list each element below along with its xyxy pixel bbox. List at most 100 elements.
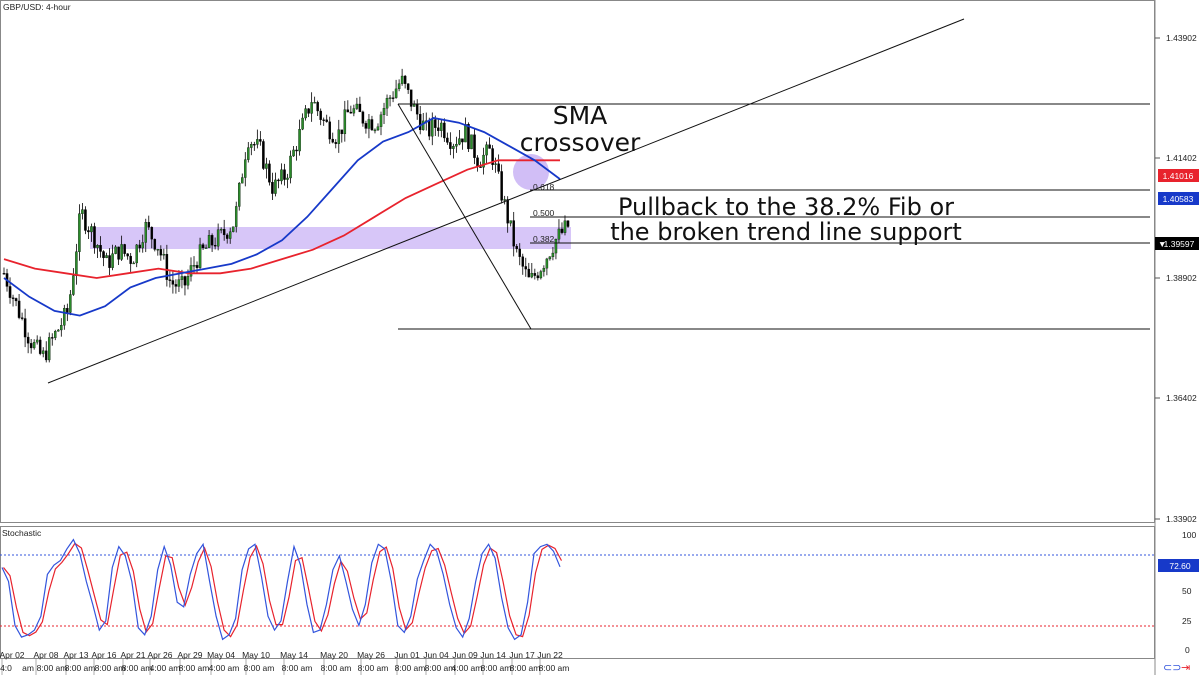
time-label: May 26 — [357, 650, 385, 660]
candle-up — [455, 144, 458, 147]
candle-up — [563, 220, 567, 233]
time-sub-label: 8:00 am — [358, 663, 389, 673]
candle-up — [440, 122, 443, 131]
time-sub-label: 8:00 am — [395, 663, 426, 673]
candle-up — [156, 249, 160, 251]
candle-down — [213, 245, 217, 247]
candle-up — [431, 119, 434, 137]
candle-up — [394, 88, 398, 98]
candle-up — [72, 275, 75, 295]
candle-up — [286, 177, 289, 180]
candle-down — [168, 279, 172, 281]
time-label: Jun 01 — [394, 650, 420, 660]
stoch-tick: 25 — [1182, 616, 1192, 626]
candle-down — [358, 103, 362, 113]
candle-up — [337, 129, 341, 144]
candle-down — [533, 273, 537, 276]
candle-down — [271, 182, 274, 194]
sma-crossover-highlight — [513, 154, 549, 190]
stochastic-lines — [1, 538, 563, 641]
annotation-sma-line1: SMA — [553, 101, 608, 130]
candle-down — [147, 222, 151, 228]
time-sub-label: 8:00 am — [481, 663, 512, 673]
candle-down — [515, 246, 518, 250]
stoch-axis: 100 75 50 25 0 72.60 — [1158, 530, 1199, 655]
time-sub-label: am — [22, 663, 34, 673]
time-sub-label: 8:00 am — [244, 663, 275, 673]
scroll-to-end-icon[interactable]: ⇥ — [1181, 662, 1190, 674]
time-label: Jun 09 — [452, 650, 478, 660]
candle-down — [253, 144, 256, 146]
candle-up — [289, 155, 292, 179]
time-label: May 20 — [320, 650, 348, 660]
sma-blue-badge-text: 1.40583 — [1163, 194, 1194, 204]
candle-up — [388, 97, 392, 99]
candle-down — [171, 280, 175, 285]
last-price-badge-text: 1.39597 — [1164, 239, 1195, 249]
candle-down — [518, 248, 521, 257]
candle-down — [473, 134, 476, 158]
sma-red-badge — [1158, 169, 1199, 182]
candle-down — [340, 129, 344, 135]
candle-down — [8, 286, 12, 298]
candle-down — [418, 113, 422, 131]
candle-up — [464, 124, 467, 143]
sma-slow-line — [3, 159, 560, 279]
candle-down — [102, 251, 105, 259]
candle-up — [485, 144, 488, 156]
candle-up — [313, 102, 316, 104]
candle-up — [47, 337, 51, 361]
fib-diagonal-line — [397, 103, 532, 330]
candle-down — [524, 266, 528, 270]
candle-up — [81, 209, 84, 214]
candle-down — [93, 226, 96, 248]
candle-up — [186, 276, 190, 286]
time-label: Jun 04 — [423, 650, 449, 660]
candle-up — [63, 308, 66, 326]
candle-down — [262, 141, 265, 169]
time-label: May 04 — [207, 650, 235, 660]
candle-down — [66, 308, 69, 313]
candle-up — [132, 262, 135, 265]
candle-up — [234, 206, 238, 227]
fib-500-label: 0.500 — [533, 208, 555, 218]
candle-up — [379, 114, 383, 127]
candle-up — [382, 108, 386, 115]
candle-up — [120, 244, 123, 260]
candle-up — [458, 138, 461, 145]
time-sub-label: 8:00 am — [65, 663, 96, 673]
stochastic-label: Stochastic — [2, 528, 42, 538]
annotation-pullback-line2: the broken trend line support — [610, 218, 962, 246]
candle-down — [138, 244, 141, 249]
candle-up — [542, 267, 546, 272]
candle-up — [298, 129, 301, 152]
candle-up — [105, 255, 108, 259]
price-tick: 1.33902 — [1166, 514, 1197, 524]
candle-down — [117, 246, 120, 260]
candle-down — [277, 179, 280, 182]
time-label: Apr 29 — [177, 650, 202, 660]
price-axis: 1.43902 1.41402 1.38902 1.36402 1.33902 … — [1155, 33, 1199, 524]
candle-up — [385, 98, 389, 109]
candle-up — [367, 119, 371, 129]
candle-down — [322, 119, 325, 121]
fib-618-label: 0.618 — [533, 182, 555, 192]
fib-382-label: 0.382 — [533, 234, 555, 244]
candle-up — [41, 350, 45, 354]
candle-up — [470, 134, 473, 150]
candle-up — [539, 271, 543, 279]
candle-up — [376, 126, 380, 131]
support-zone — [90, 227, 571, 249]
candle-up — [400, 75, 404, 84]
candle-down — [195, 265, 199, 268]
candle-up — [554, 239, 558, 254]
candle-up — [494, 163, 497, 165]
candle-down — [349, 111, 353, 114]
link-icon[interactable]: ⊂⊃ — [1163, 662, 1181, 674]
candle-down — [361, 111, 365, 124]
candle-up — [69, 294, 72, 313]
candle-down — [506, 199, 509, 224]
candle-up — [57, 329, 60, 332]
candle-up — [545, 258, 549, 269]
